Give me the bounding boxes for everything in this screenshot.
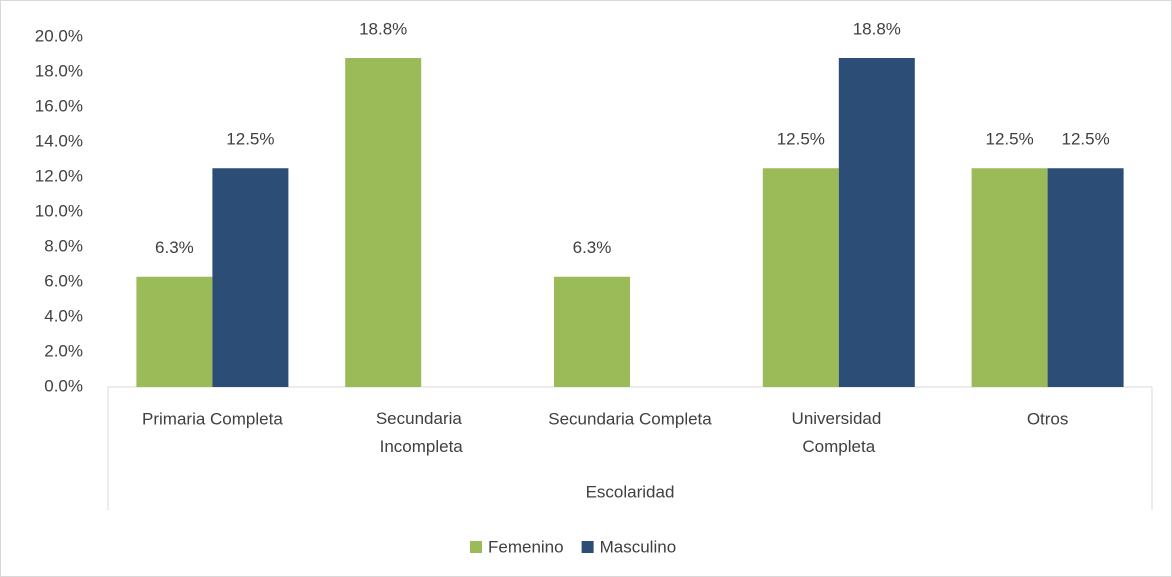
x-tick-label: Primaria Completa: [142, 409, 283, 428]
y-tick-label: 12.0%: [35, 166, 83, 185]
x-tick-label: Secundaria Completa: [548, 409, 712, 428]
bar: [971, 168, 1048, 387]
legend-swatch: [581, 541, 594, 553]
x-tick-label: Otros: [1027, 409, 1069, 428]
data-label: 6.3%: [155, 238, 194, 257]
legend-label: Masculino: [600, 537, 677, 556]
y-tick-label: 14.0%: [35, 131, 83, 150]
axis-group-label: Escolaridad: [586, 482, 675, 501]
data-label: 12.5%: [777, 130, 825, 149]
y-tick-label: 6.0%: [44, 271, 83, 290]
y-tick-label: 8.0%: [44, 236, 83, 255]
bar: [838, 58, 915, 387]
legend-swatch: [470, 541, 482, 553]
bar: [345, 58, 422, 387]
x-tick-label: Universidad Completa: [792, 409, 887, 456]
data-label: 12.5%: [226, 130, 274, 149]
data-label: 6.3%: [573, 238, 612, 257]
data-label: 18.8%: [359, 19, 407, 38]
y-tick-label: 4.0%: [44, 306, 83, 325]
y-tick-label: 10.0%: [35, 201, 83, 220]
x-tick-label: Secundaria Incompleta: [376, 409, 467, 456]
y-tick-label: 0.0%: [44, 376, 83, 395]
legend-label: Femenino: [488, 537, 564, 556]
y-tick-label: 16.0%: [35, 96, 83, 115]
bar: [212, 168, 289, 387]
bar: [136, 276, 213, 387]
bar: [554, 276, 630, 387]
data-label: 18.8%: [853, 19, 901, 38]
data-label: 12.5%: [1061, 130, 1109, 149]
y-tick-label: 2.0%: [44, 341, 83, 360]
bar: [762, 168, 839, 387]
y-tick-label: 18.0%: [35, 61, 83, 80]
bar: [1047, 168, 1124, 387]
data-label: 12.5%: [985, 130, 1033, 149]
y-tick-label: 20.0%: [35, 26, 83, 45]
